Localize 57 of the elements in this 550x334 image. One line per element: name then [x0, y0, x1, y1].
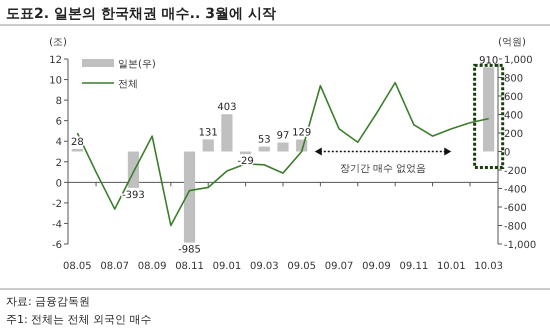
x-tick-label: 09.07	[324, 261, 354, 272]
y-tick-label: -6	[52, 240, 62, 251]
y-tick-label: 0	[56, 178, 62, 190]
y2-tick-label: 0	[504, 148, 510, 158]
bar	[202, 139, 214, 152]
y-tick-label: 4	[56, 137, 62, 148]
y-tick-label: 10	[49, 76, 62, 87]
y2-tick-label: 400	[504, 110, 524, 122]
annotation: 장기간 매수 없었음	[340, 164, 426, 174]
legend-label: 일본(우)	[118, 59, 156, 70]
y2-axis-title: (억원)	[498, 37, 526, 48]
x-tick-label: 09.05	[287, 261, 316, 272]
data-label: 131	[198, 127, 218, 138]
data-label: -985	[178, 244, 201, 256]
x-tick-label: 08.09	[138, 261, 166, 272]
y2-tick-label: 600	[504, 92, 524, 103]
bar	[72, 148, 83, 152]
bar	[240, 152, 252, 154]
y-tick-label: -2	[52, 198, 62, 210]
data-label: 53	[258, 134, 271, 146]
y2-tick-label: 200	[504, 129, 524, 140]
y-tick-label: 2	[56, 158, 62, 169]
y2-tick-label: -1,000	[504, 240, 536, 251]
x-tick-label: 10.03	[474, 261, 503, 272]
y2-tick-label: 800	[504, 74, 524, 84]
y2-tick-label: -800	[504, 222, 527, 232]
data-label: 910	[479, 55, 498, 66]
x-tick-label: 08.05	[63, 261, 92, 272]
data-label: -393	[122, 190, 145, 201]
bar	[221, 114, 233, 152]
x-tick-label: 08.11	[175, 261, 204, 272]
text: 주1: 전체는 전체 외국인 매수	[6, 313, 152, 326]
bar	[128, 152, 140, 188]
bar	[483, 67, 494, 152]
x-tick-label: 09.03	[250, 261, 279, 272]
y2-tick-label: -600	[504, 203, 527, 214]
y2-tick-label: -200	[504, 166, 527, 177]
x-tick-label: 10.01	[436, 261, 466, 272]
x-tick-label: 09.09	[362, 261, 391, 272]
y2-tick-label: -400	[504, 184, 527, 196]
x-tick-label: 09.01	[212, 261, 242, 272]
title: 도표2. 일본의 한국채권 매수.. 3월에 시작	[6, 6, 276, 22]
y-tick-label: 6	[56, 116, 62, 128]
y-axis-title: (조)	[49, 37, 67, 48]
y-tick-label: 8	[56, 96, 62, 108]
bar	[277, 142, 289, 152]
x-tick-label: 09.11	[400, 261, 428, 272]
data-label: 97	[276, 130, 290, 142]
x-tick-label: 08.07	[100, 261, 130, 272]
bar	[258, 146, 270, 152]
y-tick-label: -4	[52, 219, 62, 230]
text: 자료: 금융감독원	[6, 295, 90, 308]
y2-tick-label: 1,000	[504, 55, 533, 66]
legend-label: 전체	[118, 79, 138, 90]
data-label: 403	[217, 102, 236, 114]
bar	[184, 152, 196, 243]
y-tick-label: 12	[49, 55, 62, 66]
